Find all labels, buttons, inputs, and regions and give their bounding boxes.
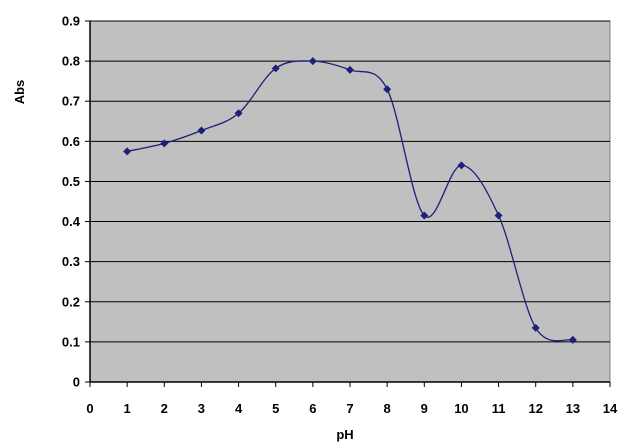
x-tick-label: 7 bbox=[346, 401, 353, 416]
x-tick-label: 3 bbox=[198, 401, 205, 416]
y-tick-label: 0.2 bbox=[62, 294, 80, 309]
y-tick-label: 0.1 bbox=[62, 334, 80, 349]
data-point bbox=[494, 211, 503, 220]
data-point bbox=[123, 147, 132, 156]
data-point bbox=[383, 85, 392, 94]
x-tick-label: 4 bbox=[235, 401, 243, 416]
y-axis-title: Abs bbox=[12, 80, 27, 105]
x-tick-label: 14 bbox=[603, 401, 618, 416]
x-tick-label: 1 bbox=[124, 401, 131, 416]
x-axis-title: pH bbox=[336, 427, 353, 442]
y-tick-label: 0 bbox=[73, 375, 80, 390]
plot-area bbox=[89, 20, 611, 383]
x-tick-label: 0 bbox=[86, 401, 93, 416]
y-tick-label: 0.9 bbox=[62, 14, 80, 29]
x-tick-label: 6 bbox=[309, 401, 316, 416]
x-tick-label: 9 bbox=[421, 401, 428, 416]
data-point bbox=[346, 65, 354, 74]
x-tick-label: 10 bbox=[454, 401, 468, 416]
data-point bbox=[160, 139, 169, 148]
x-tick-label: 2 bbox=[161, 401, 168, 416]
x-tick-label: 12 bbox=[528, 401, 542, 416]
x-tick-labels: 0 1 2 3 4 5 6 7 8 9 10 11 12 13 14 bbox=[86, 382, 618, 416]
data-point bbox=[568, 335, 577, 344]
y-tick-label: 0.4 bbox=[62, 214, 81, 229]
y-tick-label: 0.7 bbox=[62, 94, 80, 109]
x-tick-label: 11 bbox=[492, 401, 506, 416]
y-tick-labels: 0 0.1 0.2 0.3 0.4 0.5 0.6 0.7 0.8 0.9 bbox=[62, 14, 90, 390]
y-tick-label: 0.6 bbox=[62, 134, 80, 149]
data-point bbox=[531, 323, 540, 332]
y-tick-label: 0.3 bbox=[62, 254, 80, 269]
x-tick-label: 5 bbox=[272, 401, 279, 416]
data-point bbox=[197, 126, 206, 135]
data-point bbox=[457, 161, 466, 170]
data-point bbox=[420, 211, 429, 220]
data-point bbox=[271, 64, 280, 73]
gridlines bbox=[90, 20, 610, 343]
data-point bbox=[308, 57, 317, 66]
x-tick-label: 8 bbox=[384, 401, 391, 416]
data-point bbox=[234, 109, 243, 118]
data-points bbox=[123, 57, 577, 344]
y-tick-label: 0.5 bbox=[62, 174, 80, 189]
x-tick-label: 13 bbox=[566, 401, 580, 416]
y-tick-label: 0.8 bbox=[62, 54, 80, 69]
